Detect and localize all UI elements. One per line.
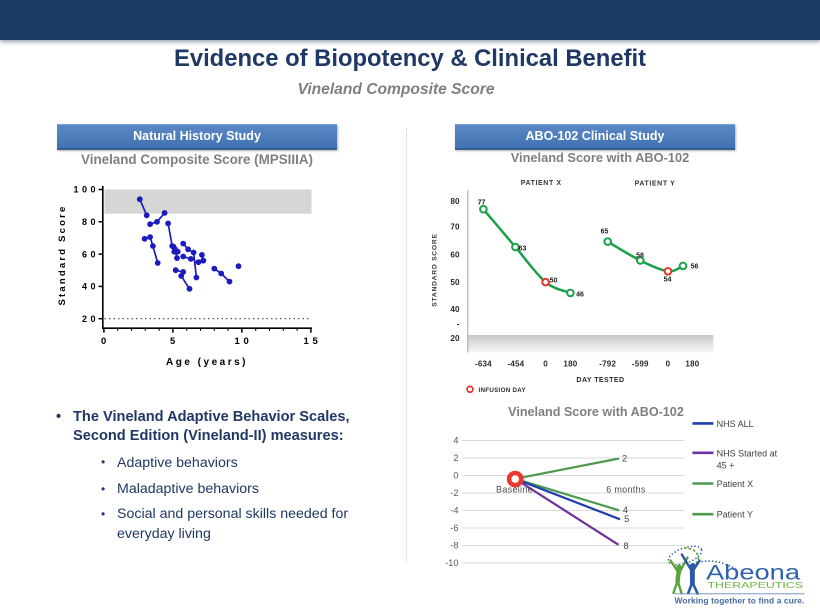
svg-text:INFUSION DAY: INFUSION DAY <box>479 387 527 394</box>
svg-text:THERAPEUTICS: THERAPEUTICS <box>708 580 804 590</box>
svg-text:-2: -2 <box>450 488 458 498</box>
svg-text:50: 50 <box>450 278 460 287</box>
svg-text:2: 2 <box>453 453 458 463</box>
svg-text:2: 2 <box>622 453 627 463</box>
svg-text:Working together to find a cur: Working together to find a cure. <box>675 596 805 606</box>
svg-text:Patient Y: Patient Y <box>717 510 753 520</box>
svg-text:56: 56 <box>691 264 699 271</box>
svg-text:6 months: 6 months <box>606 484 646 494</box>
svg-text:STANDARD SCORE: STANDARD SCORE <box>432 233 439 307</box>
svg-text:70: 70 <box>450 223 460 232</box>
svg-text:Vineland Score with ABO-102: Vineland Score with ABO-102 <box>508 405 684 419</box>
svg-text:180: 180 <box>685 360 699 369</box>
svg-text:60: 60 <box>450 251 460 260</box>
svg-text:1 5: 1 5 <box>304 336 319 347</box>
svg-text:-792: -792 <box>599 360 616 369</box>
svg-text:Patient X: Patient X <box>717 479 754 489</box>
svg-text:NHS Started at: NHS Started at <box>717 448 778 458</box>
svg-text:46: 46 <box>576 292 584 299</box>
svg-text:NHS ALL: NHS ALL <box>717 419 754 429</box>
svg-text:Baseline: Baseline <box>496 484 533 494</box>
svg-text:-6: -6 <box>450 523 458 533</box>
svg-text:4 0: 4 0 <box>82 282 96 292</box>
svg-text:Age (years): Age (years) <box>166 357 248 368</box>
svg-text:77: 77 <box>478 200 486 207</box>
svg-text:-634: -634 <box>475 360 492 369</box>
svg-text:1 0: 1 0 <box>235 336 250 347</box>
svg-text:8: 8 <box>623 541 628 551</box>
svg-text:54: 54 <box>664 277 672 284</box>
svg-text:-454: -454 <box>507 360 524 369</box>
svg-text:2 0: 2 0 <box>82 314 96 324</box>
svg-text:PATIENT Y: PATIENT Y <box>635 181 676 188</box>
svg-text:0: 0 <box>666 360 671 369</box>
svg-text:180: 180 <box>563 360 577 369</box>
svg-text:8 0: 8 0 <box>82 217 96 227</box>
svg-text:40: 40 <box>450 305 460 314</box>
svg-text:80: 80 <box>450 197 460 206</box>
svg-text:Abeona: Abeona <box>706 562 800 585</box>
svg-text:DAY TESTED: DAY TESTED <box>576 376 624 384</box>
svg-text:63: 63 <box>519 246 527 253</box>
svg-text:20: 20 <box>450 334 460 343</box>
svg-text:6 0: 6 0 <box>82 249 96 259</box>
svg-text:4: 4 <box>453 436 458 446</box>
svg-text:-4: -4 <box>450 506 458 516</box>
svg-text:-599: -599 <box>632 360 649 369</box>
svg-text:Standard Score: Standard Score <box>57 204 68 305</box>
svg-text:-8: -8 <box>450 541 458 551</box>
svg-text:58: 58 <box>636 253 644 260</box>
svg-text:4: 4 <box>623 505 628 515</box>
svg-text:0: 0 <box>101 336 107 347</box>
svg-text:1 0 0: 1 0 0 <box>73 185 96 195</box>
svg-text:50: 50 <box>550 278 558 285</box>
svg-text:-: - <box>457 320 460 329</box>
svg-text:0: 0 <box>453 471 458 481</box>
svg-text:PATIENT X: PATIENT X <box>521 180 562 187</box>
svg-text:65: 65 <box>601 229 609 236</box>
svg-text:0: 0 <box>543 360 548 369</box>
svg-text:5: 5 <box>170 336 176 347</box>
svg-text:45 +: 45 + <box>717 460 735 470</box>
svg-text:-10: -10 <box>445 558 458 568</box>
svg-text:5: 5 <box>624 514 629 524</box>
